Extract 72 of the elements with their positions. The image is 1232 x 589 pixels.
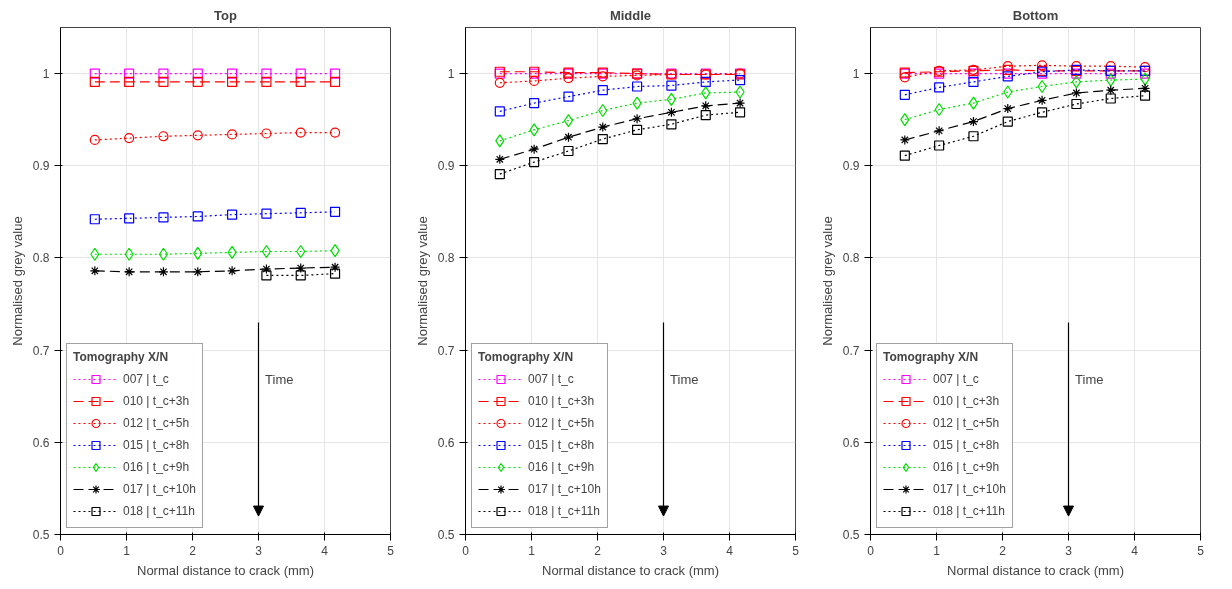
y-tick-label: 0.9: [842, 159, 860, 174]
legend-label: 016 | t_c+9h: [933, 459, 1000, 476]
x-tick-label: 4: [726, 543, 734, 558]
x-tick-label: 5: [1197, 543, 1205, 558]
y-tick-label: 0.9: [32, 159, 50, 174]
chart-title: Bottom: [1012, 7, 1059, 23]
legend-label: 015 | t_c+8h: [123, 437, 190, 454]
y-tick-label: 0.6: [437, 435, 455, 450]
legend-label: 012 | t_c+5h: [123, 415, 190, 432]
y-tick-label: 0.5: [842, 528, 860, 542]
x-tick-label: 2: [189, 543, 197, 558]
y-tick-label: 0.5: [32, 528, 50, 542]
legend-label: 007 | t_c: [528, 371, 574, 388]
legend-label: 012 | t_c+5h: [933, 415, 1000, 432]
x-tick-label: 1: [123, 543, 131, 558]
y-tick-label: 0.8: [842, 251, 860, 266]
annotation: Time: [265, 372, 294, 388]
annotation: Time: [670, 372, 699, 388]
y-tick-label: 0.8: [32, 251, 50, 266]
x-tick-label: 2: [999, 543, 1007, 558]
legend-label: 017 | t_c+10h: [123, 481, 196, 498]
x-tick-label: 1: [528, 543, 536, 558]
legend-label: 017 | t_c+10h: [528, 481, 601, 498]
legend-label: 010 | t_c+3h: [528, 393, 595, 410]
legend-label: 015 | t_c+8h: [933, 437, 1000, 454]
x-tick-label: 0: [462, 543, 470, 558]
x-axis-title: Normal distance to crack (mm): [542, 562, 719, 578]
chart-title: Top: [214, 7, 237, 23]
x-tick-label: 3: [1065, 543, 1073, 558]
y-tick-label: 0.6: [842, 435, 860, 450]
y-tick-label: 0.9: [437, 159, 455, 174]
y-tick-label: 0.8: [437, 251, 455, 266]
x-tick-label: 0: [57, 543, 65, 558]
legend-label: 018 | t_c+11h: [528, 503, 600, 520]
legend-title: Tomography X/N: [73, 350, 170, 364]
y-tick-label: 1: [42, 67, 50, 82]
y-tick-label: 1: [852, 67, 860, 82]
x-axis-title: Normal distance to crack (mm): [137, 562, 314, 578]
y-tick-label: 0.7: [842, 343, 860, 358]
legend-label: 018 | t_c+11h: [123, 503, 195, 520]
legend-label: 007 | t_c: [123, 371, 169, 388]
x-tick-label: 4: [1131, 543, 1139, 558]
x-tick-label: 3: [660, 543, 668, 558]
annotation: Time: [1075, 372, 1104, 388]
legend-label: 012 | t_c+5h: [528, 415, 595, 432]
legend-label: 016 | t_c+9h: [123, 459, 190, 476]
x-tick-label: 4: [321, 543, 329, 558]
chart-title: Middle: [609, 7, 652, 23]
y-axis-title: Normalised grey value: [9, 216, 25, 346]
legend-label: 017 | t_c+10h: [933, 481, 1006, 498]
y-tick-label: 0.5: [437, 528, 455, 542]
x-tick-label: 0: [867, 543, 875, 558]
y-axis-title: Normalised grey value: [819, 216, 835, 346]
legend-label: 010 | t_c+3h: [123, 393, 190, 410]
x-tick-label: 5: [792, 543, 800, 558]
x-tick-label: 5: [387, 543, 395, 558]
legend-title: Tomography X/N: [478, 350, 575, 364]
legend-label: 010 | t_c+3h: [933, 393, 1000, 410]
x-tick-label: 1: [933, 543, 941, 558]
y-axis-title: Normalised grey value: [414, 216, 430, 346]
y-tick-label: 0.6: [32, 435, 50, 450]
x-tick-label: 2: [594, 543, 602, 558]
legend-label: 007 | t_c: [933, 371, 979, 388]
legend-label: 018 | t_c+11h: [933, 503, 1005, 520]
y-tick-label: 1: [447, 67, 455, 82]
x-axis-title: Normal distance to crack (mm): [947, 562, 1124, 578]
y-tick-label: 0.7: [437, 343, 455, 358]
legend-title: Tomography X/N: [883, 350, 980, 364]
legend-label: 016 | t_c+9h: [528, 459, 595, 476]
y-tick-label: 0.7: [32, 343, 50, 358]
legend-label: 015 | t_c+8h: [528, 437, 595, 454]
x-tick-label: 3: [255, 543, 263, 558]
